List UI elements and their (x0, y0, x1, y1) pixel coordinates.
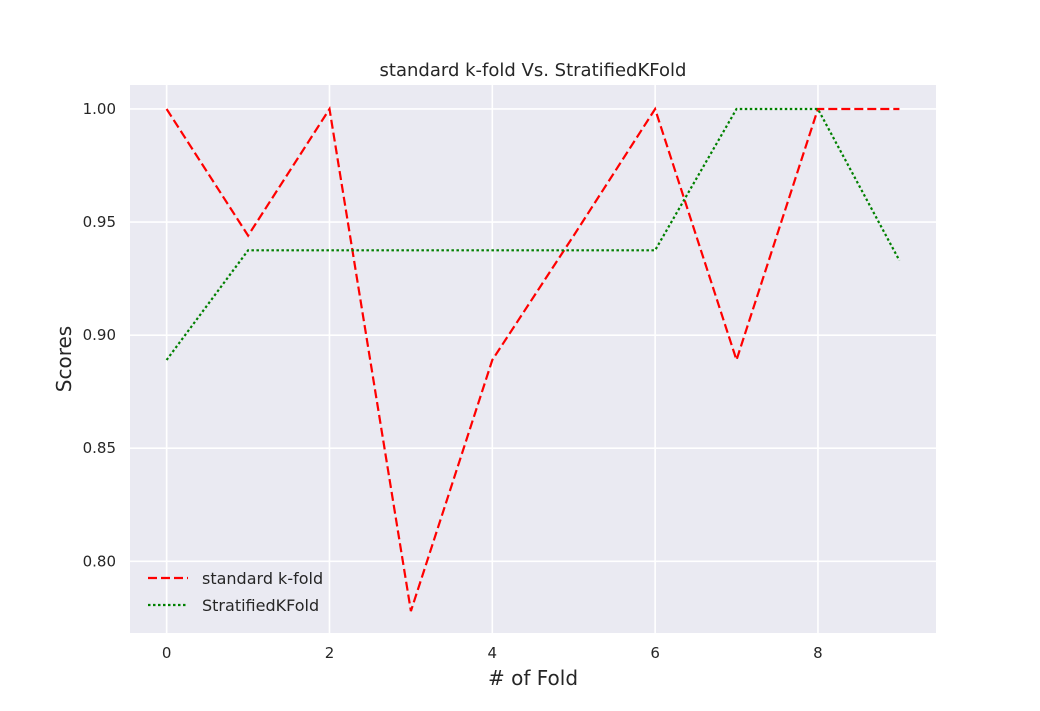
series-line-stratifiedkfold (165, 107, 901, 361)
series-line-standard-k-fold (165, 105, 900, 612)
x-tick-label: 6 (650, 644, 660, 662)
x-tick-label: 0 (162, 644, 172, 662)
x-axis-label: # of Fold (488, 666, 578, 690)
plot-area (130, 85, 936, 633)
y-tick-label: 0.95 (83, 213, 116, 231)
x-tick-labels: 0 2 4 6 8 (162, 644, 823, 662)
x-tick-label: 8 (813, 644, 823, 662)
legend-label-stratifiedkfold: StratifiedKFold (202, 596, 319, 615)
y-tick-label: 1.00 (83, 100, 116, 118)
y-tick-label: 0.85 (83, 439, 116, 457)
legend: standard k-fold StratifiedKFold (148, 569, 323, 615)
y-tick-labels: 0.80 0.85 0.90 0.95 1.00 (83, 100, 116, 570)
legend-label-standard-kfold: standard k-fold (202, 569, 323, 588)
chart-title: standard k-fold Vs. StratifiedKFold (380, 60, 687, 81)
x-tick-label: 4 (488, 644, 498, 662)
y-tick-label: 0.90 (83, 326, 116, 344)
series-layer (165, 105, 901, 612)
x-tick-label: 2 (325, 644, 335, 662)
y-axis-label: Scores (52, 326, 76, 392)
y-tick-label: 0.80 (83, 552, 116, 570)
